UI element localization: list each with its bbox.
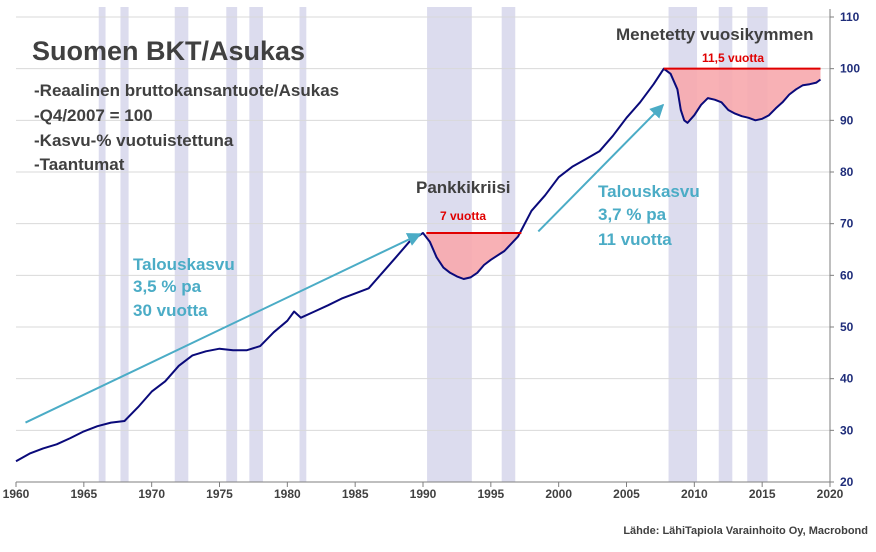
y-tick-label-30: 30	[840, 423, 854, 437]
recession-band-1	[98, 7, 106, 482]
bank-crisis-label: Pankkikriisi	[416, 178, 511, 197]
y-tick-label-40: 40	[840, 372, 854, 386]
lost-decade-label: Menetetty vuosikymmen	[616, 25, 813, 44]
x-tick-label-1990: 1990	[410, 487, 437, 501]
growth-1-line-2: 3,5 % pa	[133, 277, 202, 296]
x-tick-label-1970: 1970	[138, 487, 165, 501]
loss-areas	[426, 68, 821, 279]
x-tick-label-2000: 2000	[545, 487, 572, 501]
growth-2-line-1: Talouskasvu	[598, 182, 700, 201]
growth-1-line-1: Talouskasvu	[133, 255, 235, 274]
gdp-series	[15, 67, 822, 463]
subtitle-line-2: -Q4/2007 = 100	[34, 106, 153, 125]
recession-band-2	[120, 7, 129, 482]
recession-band-10	[718, 7, 733, 482]
loss-area-2	[663, 68, 821, 123]
gdp-line	[15, 67, 822, 463]
x-tick-label-1985: 1985	[342, 487, 369, 501]
recession-band-11	[747, 7, 768, 482]
x-tick-label-2020: 2020	[817, 487, 844, 501]
gap-2-label: 11,5 vuotta	[702, 51, 764, 65]
y-tick-label-100: 100	[840, 62, 860, 76]
y-tick-label-70: 70	[840, 217, 854, 231]
growth-arrow-1	[25, 233, 422, 424]
chart-title: Suomen BKT/Asukas	[32, 36, 305, 66]
axes: 1960 1965 1970 1975 1980 1985 1990 1995 2000 2005…	[3, 9, 860, 501]
recession-band-4	[226, 7, 238, 482]
x-tick-label-1965: 1965	[70, 487, 97, 501]
y-tick-label-90: 90	[840, 113, 854, 127]
growth-arrows	[25, 103, 665, 424]
y-tick-label-110: 110	[840, 10, 860, 24]
x-tick-label-1960: 1960	[3, 487, 30, 501]
x-tick-label-1975: 1975	[206, 487, 233, 501]
subtitle-line-1: -Reaalinen bruttokansantuote/Asukas	[34, 81, 339, 100]
gap-1-label: 7 vuotta	[440, 209, 486, 223]
source-note: Lähde: LähiTapiola Varainhoito Oy, Macro…	[623, 525, 868, 537]
growth-2-line-2: 3,7 % pa	[598, 205, 667, 224]
subtitle-line-4: -Taantumat	[34, 155, 125, 174]
y-tick-label-60: 60	[840, 268, 854, 282]
grid-lines	[16, 16, 830, 431]
x-tick-label-1980: 1980	[274, 487, 301, 501]
y-tick-label-50: 50	[840, 320, 854, 334]
x-tick-label-2005: 2005	[613, 487, 640, 501]
recession-band-3	[174, 7, 189, 482]
loss-area-1	[426, 230, 522, 279]
growth-arrow-2	[537, 103, 665, 233]
recession-band-6	[299, 7, 307, 482]
growth-2-line-3: 11 vuotta	[598, 230, 672, 249]
x-tick-label-1995: 1995	[477, 487, 504, 501]
x-tick-label-2010: 2010	[681, 487, 708, 501]
growth-1-line-3: 30 vuotta	[133, 301, 208, 320]
y-tick-label-20: 20	[840, 475, 854, 489]
y-tick-label-80: 80	[840, 165, 854, 179]
x-tick-label-2015: 2015	[749, 487, 776, 501]
subtitle-line-3: -Kasvu-% vuotuistettuna	[34, 131, 234, 150]
recession-band-5	[249, 7, 263, 482]
